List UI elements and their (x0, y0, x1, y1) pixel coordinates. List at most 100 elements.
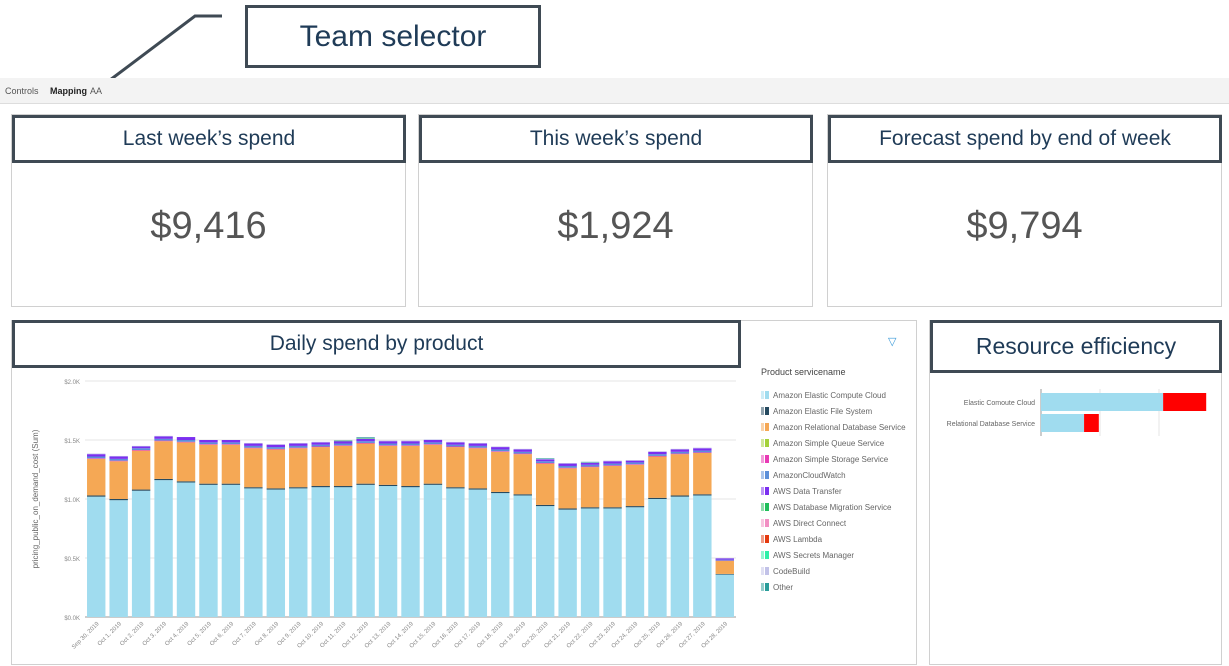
bar-segment (154, 441, 172, 442)
bar-segment (289, 448, 307, 487)
legend-swatch (765, 439, 769, 447)
bar-segment (199, 440, 217, 442)
filter-icon[interactable]: ▽ (888, 335, 896, 348)
legend-swatch (761, 487, 764, 495)
bar-segment (581, 467, 599, 507)
bar-segment (87, 495, 105, 496)
bar-segment (334, 487, 352, 617)
bar-segment (289, 487, 307, 488)
bar-segment (424, 440, 442, 442)
bar-segment (648, 451, 666, 452)
y-tick-label: $2.0K (64, 380, 80, 386)
bar-segment (379, 445, 397, 446)
legend-item[interactable]: CodeBuild (761, 563, 906, 579)
bar-segment (267, 445, 285, 447)
bar-segment (536, 458, 554, 459)
bar-segment (356, 437, 374, 438)
legend-item[interactable]: AWS Database Migration Service (761, 499, 906, 515)
bar-segment (469, 488, 487, 489)
bar-segment (356, 485, 374, 617)
bar-segment (693, 453, 711, 494)
efficiency-bar (1084, 414, 1099, 432)
legend-swatch (761, 407, 764, 415)
legend-label: AWS Lambda (773, 535, 822, 544)
legend-item[interactable]: AWS Lambda (761, 531, 906, 547)
bar-segment (401, 486, 419, 487)
bar-segment (199, 445, 217, 484)
bar-segment (648, 456, 666, 457)
bar-segment (558, 468, 576, 469)
bar-segment (109, 456, 127, 457)
bar-segment (334, 440, 352, 441)
legend-swatch (761, 551, 764, 559)
legend-item[interactable]: Other (761, 579, 906, 595)
bar-segment (132, 450, 150, 451)
kpi-value: $1,924 (419, 205, 812, 248)
legend-item[interactable]: Amazon Elastic Compute Cloud (761, 387, 906, 403)
x-tick-label: Sep 30, 2019 (71, 621, 101, 651)
y-tick-label: $0.0K (64, 616, 80, 622)
y-tick-label: $1.5K (64, 439, 80, 445)
bar-segment (312, 442, 330, 444)
legend-item[interactable]: AWS Direct Connect (761, 515, 906, 531)
bar-segment (87, 457, 105, 459)
bar-segment (109, 461, 127, 499)
legend-item[interactable]: Amazon Elastic File System (761, 403, 906, 419)
bar-segment (267, 488, 285, 489)
y-tick-label: $0.5K (64, 557, 80, 563)
bar-segment (356, 438, 374, 439)
bar-segment (154, 439, 172, 441)
bar-segment (154, 479, 172, 480)
bar-segment (626, 464, 644, 465)
bar-segment (267, 490, 285, 617)
bar-segment (334, 444, 352, 446)
legend-swatch (761, 391, 764, 399)
bar-segment (491, 449, 509, 451)
bar-segment (536, 459, 554, 460)
bar-segment (626, 507, 644, 617)
bar-segment (671, 449, 689, 450)
legend-item[interactable]: AWS Data Transfer (761, 483, 906, 499)
legend-label: AWS Direct Connect (773, 519, 846, 528)
callout-resource-efficiency: Resource efficiency (930, 320, 1222, 373)
legend-swatch (761, 567, 764, 575)
bar-segment (648, 457, 666, 498)
bar-segment (177, 437, 195, 440)
bar-segment (626, 460, 644, 461)
legend-label: Amazon Simple Storage Service (773, 455, 888, 464)
bar-segment (109, 499, 127, 500)
tab-aa[interactable]: AA (90, 86, 102, 96)
legend-item[interactable]: AmazonCloudWatch (761, 467, 906, 483)
daily-spend-chart: $0.0K$0.5K$1.0K$1.5K$2.0Kpricing_public_… (12, 321, 752, 666)
callout-forecast: Forecast spend by end of week (828, 115, 1222, 163)
legend-swatch (761, 471, 764, 479)
bar-segment (222, 484, 240, 485)
legend-swatch (765, 583, 769, 591)
legend-item[interactable]: Amazon Relational Database Service (761, 419, 906, 435)
bar-segment (289, 488, 307, 617)
bar-segment (87, 497, 105, 617)
bar-segment (87, 459, 105, 496)
bar-segment (132, 491, 150, 617)
bar-segment (244, 448, 262, 487)
legend-item[interactable]: Amazon Simple Storage Service (761, 451, 906, 467)
bar-segment (109, 461, 127, 462)
callout-team-selector: Team selector (245, 5, 541, 68)
tab-controls[interactable]: Controls (5, 86, 39, 96)
bar-segment (469, 444, 487, 446)
bar-segment (356, 443, 374, 444)
bar-segment (581, 467, 599, 468)
tab-mapping[interactable]: Mapping (50, 86, 87, 96)
bar-segment (558, 464, 576, 466)
bar-segment (244, 448, 262, 449)
legend-item[interactable]: AWS Secrets Manager (761, 547, 906, 563)
legend-label: CodeBuild (773, 567, 810, 576)
bar-segment (379, 441, 397, 442)
bar-segment (558, 468, 576, 508)
bar-segment (671, 454, 689, 455)
bar-segment (334, 486, 352, 487)
legend-item[interactable]: Amazon Simple Queue Service (761, 435, 906, 451)
bar-segment (603, 465, 621, 466)
